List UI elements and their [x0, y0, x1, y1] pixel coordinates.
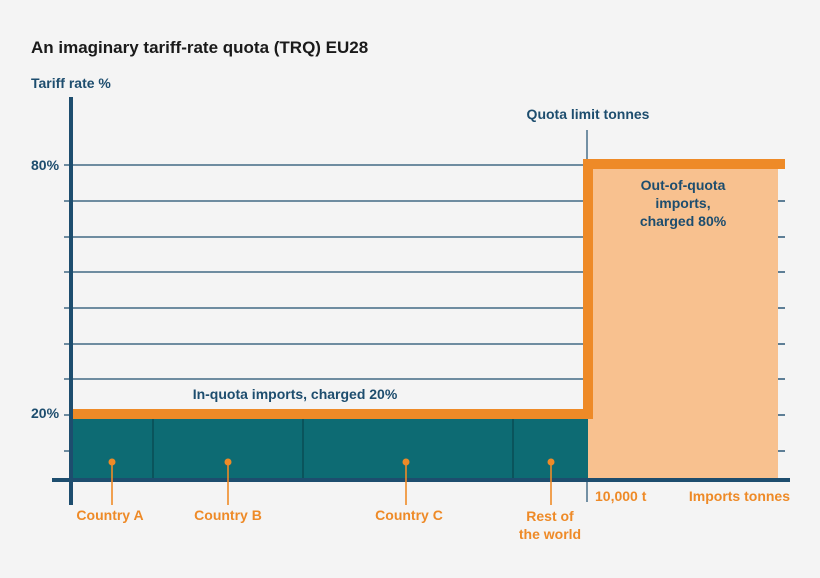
- tick-label-80: 80%: [31, 157, 60, 173]
- country-dividers: [152, 419, 514, 480]
- quota-value-label: 10,000 t: [595, 488, 647, 504]
- rest-of-world-line: the world: [518, 526, 582, 542]
- quota-limit-label: Quota limit tonnes: [526, 106, 650, 122]
- out-of-quota-line: charged 80%: [639, 213, 727, 229]
- rest-of-world-line: Rest of: [526, 508, 574, 524]
- pointer-dot: [402, 458, 410, 466]
- x-axis-label: Imports tonnes: [688, 488, 790, 504]
- rest-of-world-label: Rest of the world: [519, 507, 581, 543]
- pointer-dot: [108, 458, 116, 466]
- out-of-quota-line: Out-of-quota: [640, 177, 726, 193]
- country-label-b: Country B: [194, 507, 262, 523]
- tariff-step-line: [71, 159, 785, 419]
- grid-right-stubs: [778, 200, 785, 452]
- y-axis-label: Tariff rate %: [31, 75, 111, 91]
- country-pointers: [111, 462, 552, 505]
- out-of-quota-region: [588, 165, 778, 480]
- country-label-c: Country C: [375, 507, 443, 523]
- pointer-dot: [224, 458, 232, 466]
- pointer-dot: [547, 458, 555, 466]
- diagram-title: An imaginary tariff-rate quota (TRQ) EU2…: [31, 38, 369, 57]
- in-quota-region: [71, 419, 588, 480]
- in-quota-label: In-quota imports, charged 20%: [192, 386, 398, 402]
- out-of-quota-line: imports,: [655, 195, 711, 211]
- country-dots: [108, 458, 555, 466]
- out-of-quota-label: Out-of-quota imports, charged 80%: [640, 176, 726, 230]
- tick-label-20: 20%: [31, 405, 60, 421]
- country-label-a: Country A: [76, 507, 144, 523]
